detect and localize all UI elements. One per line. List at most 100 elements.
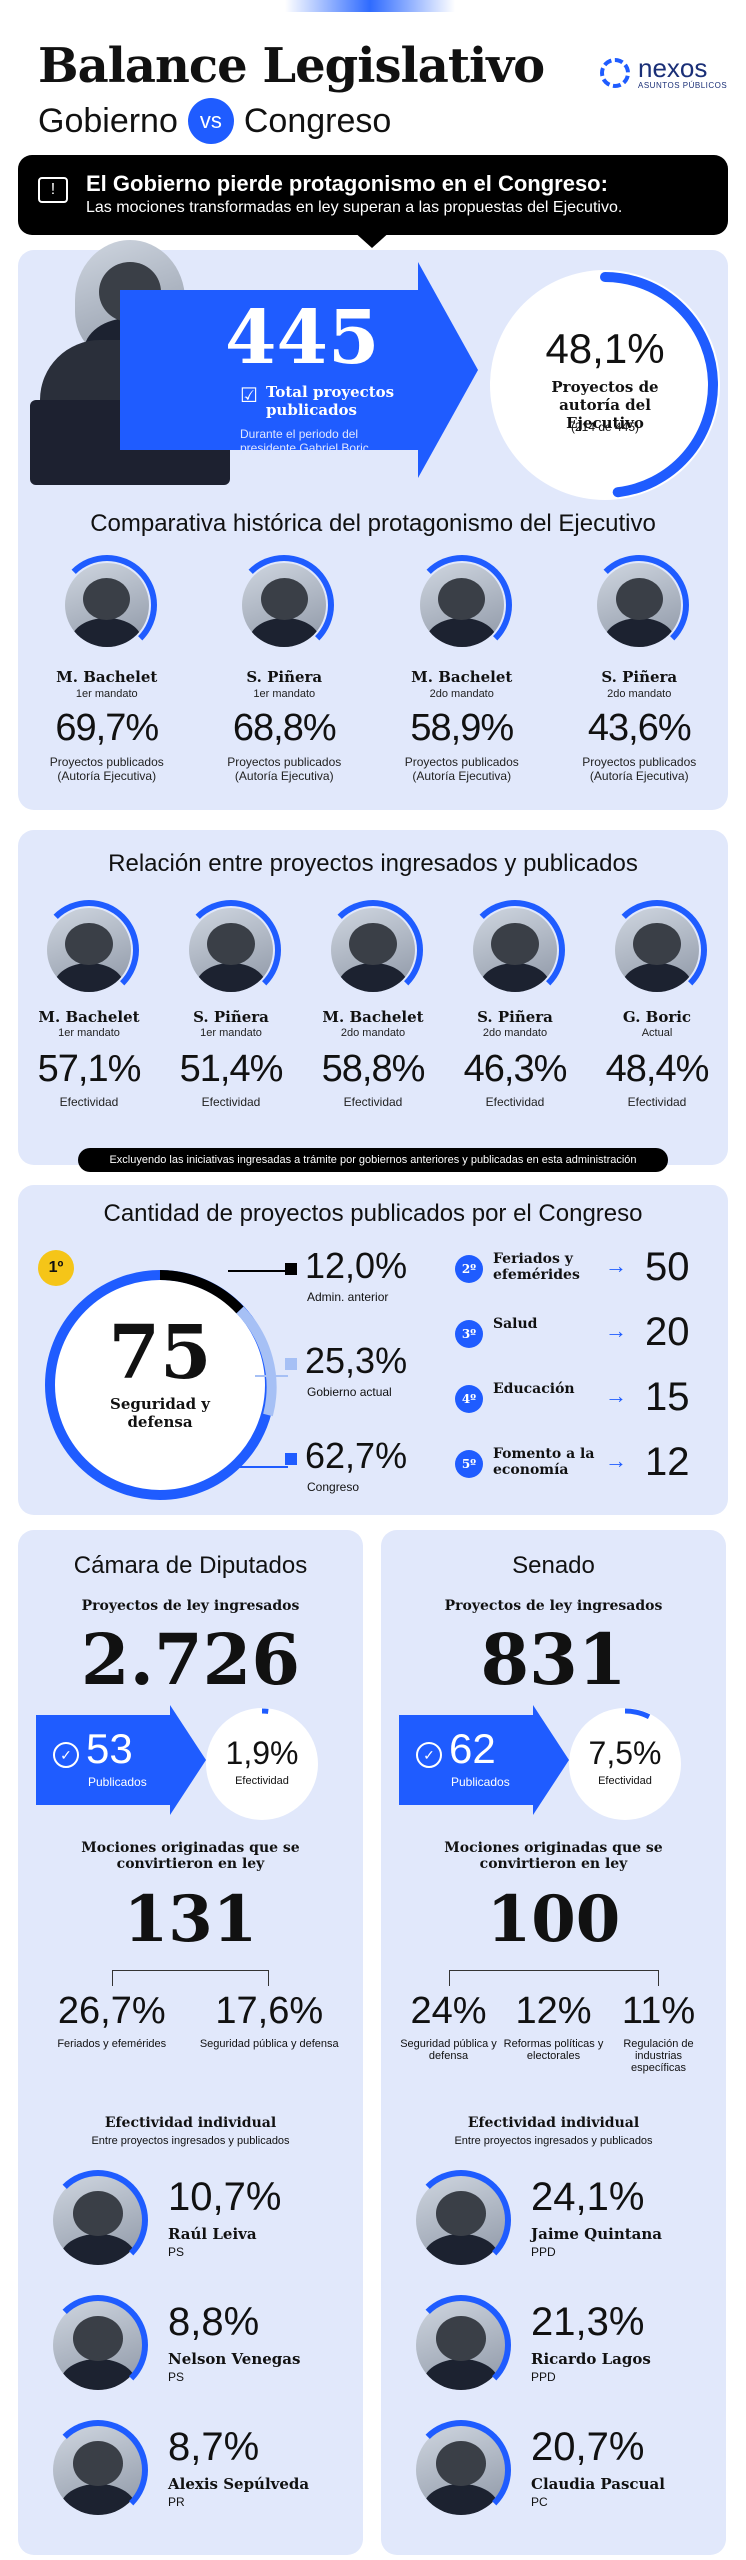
relation-pct: 46,3%: [463, 1048, 568, 1090]
camara-person-party: PS: [168, 2370, 185, 2384]
relation-pct: 48,4%: [605, 1048, 710, 1090]
breakdown-list: 12,0% Admin. anterior 25,3% Gobierno actual…: [285, 1245, 445, 1505]
banner-headline: El Gobierno pierde protagonismo en el Co…: [86, 171, 608, 196]
rank-badge: 4º: [455, 1385, 483, 1413]
camara-topic-pct: 17,6%: [215, 1990, 324, 2032]
senado-ingresados-label: Proyectos de ley ingresados: [444, 1598, 663, 1614]
senado-person-name: Jaime Quintana: [531, 2225, 663, 2243]
senado-mociones: 100: [486, 1882, 621, 1957]
check-circle-icon: ✓: [416, 1742, 442, 1768]
camara-person-party: PS: [168, 2245, 185, 2259]
senado-column: Senado Proyectos de ley ingresados 831 ✓ 62 P…: [381, 1530, 726, 2555]
historic-item: S. Piñera 1er mandato 68,8% Proyectos publi…: [196, 555, 374, 805]
total-label: Total proyectos publicados: [265, 383, 395, 419]
relation-term: 1er mandato: [58, 1027, 120, 1039]
historic-portrait-wrap: [411, 555, 512, 655]
historic-name: M. Bachelet: [411, 668, 513, 686]
relation-label: Efectividad: [201, 1095, 261, 1109]
senado-topic-pct: 11%: [621, 1990, 696, 2032]
historic-pct: 69,7%: [55, 707, 159, 749]
rank-badge: 5º: [455, 1450, 483, 1478]
breakdown-pct: 12,0%: [305, 1245, 408, 1286]
relation-portrait-wrap: [323, 900, 423, 1000]
senado-person-party: PPD: [531, 2245, 556, 2259]
relation-item: S. Piñera 1er mandato 51,4% Efectividad: [160, 900, 302, 1130]
relation-item: G. Boric Actual 48,4% Efectividad: [586, 900, 728, 1130]
camara-title: Cámara de Diputados: [73, 1552, 308, 1579]
camara-ingresados-label: Proyectos de ley ingresados: [81, 1598, 300, 1614]
relation-title: Relación entre proyectos ingresados y pu…: [108, 850, 638, 877]
senado-person-portrait-wrap: [411, 2420, 511, 2520]
breakdown-marker: [285, 1453, 297, 1465]
senado-person-pct: 20,7%: [531, 2425, 645, 2469]
relation-term: 2do mandato: [482, 1027, 548, 1039]
camara-efect-circle: [206, 1708, 318, 1820]
historic-label: Proyectos publicados (Autoría Ejecutiva): [49, 755, 164, 783]
arrow-right-icon: →: [605, 1318, 627, 1343]
rank-value: 50: [645, 1245, 690, 1289]
senado-efectividad: 7,5%: [588, 1735, 662, 1771]
banner-text: Las mociones transformadas en ley supera…: [86, 199, 623, 216]
historic-label: Proyectos publicados (Autoría Ejecutiva): [582, 755, 697, 783]
relation-pct: 51,4%: [179, 1048, 284, 1090]
brand-logo: nexos ASUNTOS PÚBLICOS: [600, 55, 727, 90]
historic-item: S. Piñera 2do mandato 43,6% Proyectos publi…: [551, 555, 729, 805]
senado-person-party: PC: [531, 2495, 548, 2509]
breakdown-pct: 62,7%: [305, 1435, 408, 1476]
camara-person-pct: 10,7%: [168, 2175, 282, 2219]
vs-badge: vs: [187, 98, 234, 144]
senado-topic-label: Regulación de industrias específicas: [623, 2038, 694, 2074]
connector-admin: [228, 1270, 288, 1272]
ranking-list: 2º Feriados y efemérides → 50 3º Salud → 20 4º Ed…: [455, 1245, 725, 1505]
relation-portrait-wrap: [607, 900, 707, 1000]
relation-label: Efectividad: [59, 1095, 119, 1109]
connector-congress: [228, 1466, 288, 1468]
arrow-right-icon: →: [605, 1448, 627, 1473]
page-subtitle: Gobierno vs Congreso: [38, 98, 391, 144]
historic-ring: [411, 555, 512, 655]
camara-efectividad: 1,9%: [225, 1735, 299, 1771]
arrow-right-icon: →: [605, 1383, 627, 1408]
security-donut: [45, 1270, 277, 1500]
donut-segment-admin: [159, 1270, 244, 1314]
historic-comparison: M. Bachelet 1er mandato 69,7% Proyectos pub…: [18, 555, 728, 805]
senado-publicados: 62: [449, 1725, 496, 1772]
senado-efect-arc: [569, 1708, 681, 1820]
senado-person-party: PPD: [531, 2370, 556, 2384]
relation-portrait-wrap: [39, 900, 139, 1000]
camara-person-portrait-wrap: [48, 2295, 148, 2395]
senado-ingresados: 831: [480, 1618, 627, 1701]
camara-efectividad-label: Efectividad: [235, 1775, 289, 1787]
relation-name: M. Bachelet: [38, 1008, 140, 1026]
senado-person-ring: [411, 2420, 511, 2520]
relation-term: 2do mandato: [340, 1027, 406, 1039]
camara-indiv-sub: Entre proyectos ingresados y publicados: [91, 2135, 290, 2147]
senado-pub-arrow-head: [533, 1705, 569, 1815]
senado-efect-circle: [569, 1708, 681, 1820]
historic-term: 1er mandato: [75, 688, 138, 700]
rank-badge: 2º: [455, 1255, 483, 1283]
camara-efect-arc: [206, 1708, 318, 1820]
logo-ring-icon: [600, 57, 630, 88]
senado-topic-pct: 24%: [410, 1990, 487, 2032]
senado-indiv-title: Efectividad individual: [467, 2115, 640, 2131]
executive-pct-ring: [492, 272, 718, 498]
historic-pct: 68,8%: [232, 707, 337, 749]
camara-topic-label: Feriados y efemérides: [57, 2038, 167, 2050]
camara-mociones-label: Mociones originadas que se convirtieron …: [81, 1840, 300, 1872]
camara-person-ring: [48, 2170, 148, 2270]
relation-item: M. Bachelet 2do mandato 58,8% Efectividad: [302, 900, 444, 1130]
rank-label: Fomento a la economía: [493, 1446, 595, 1478]
relation-ring: [607, 900, 707, 1000]
relation-term: Actual: [641, 1027, 673, 1039]
camara-publicados-label: Publicados: [88, 1775, 147, 1789]
breakdown-label: Admin. anterior: [307, 1290, 389, 1304]
rank-label: Salud: [493, 1316, 538, 1332]
senado-indiv-sub: Entre proyectos ingresados y publicados: [454, 2135, 653, 2147]
total-arrow-head: [418, 262, 478, 478]
senado-efect-ring: [569, 1708, 681, 1820]
relation-portrait-wrap: [181, 900, 281, 1000]
relation-label: Efectividad: [343, 1095, 403, 1109]
rank-value: 20: [645, 1310, 690, 1354]
camara-topic-label: Seguridad pública y defensa: [199, 2038, 339, 2050]
